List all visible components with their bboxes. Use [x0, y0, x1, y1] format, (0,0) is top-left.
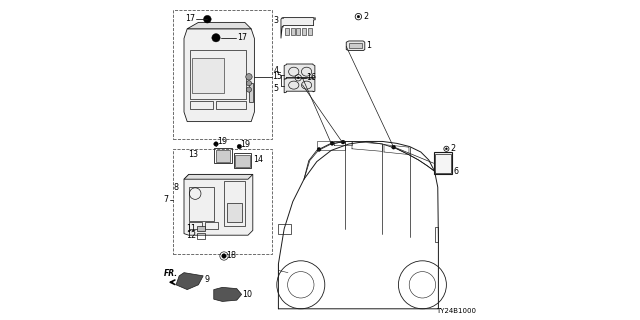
Text: 1: 1	[366, 41, 371, 50]
Bar	[302, 28, 307, 35]
Bar	[278, 224, 291, 234]
Text: FR.: FR.	[163, 269, 178, 278]
Bar	[296, 28, 301, 35]
Bar	[224, 181, 245, 226]
Bar	[197, 233, 205, 239]
Circle shape	[297, 77, 300, 79]
Circle shape	[392, 145, 396, 149]
Text: TY24B1000: TY24B1000	[436, 308, 476, 314]
Bar	[189, 187, 214, 221]
Text: 8: 8	[173, 183, 179, 192]
Circle shape	[204, 15, 211, 23]
Text: 17: 17	[185, 14, 195, 23]
Bar	[214, 148, 232, 163]
Text: 11: 11	[186, 224, 196, 233]
Text: 4: 4	[273, 66, 278, 75]
Circle shape	[222, 254, 227, 258]
Text: 10: 10	[243, 290, 253, 299]
Text: 18: 18	[227, 252, 237, 260]
Bar	[435, 227, 438, 242]
Polygon shape	[184, 29, 254, 122]
Text: 12: 12	[186, 231, 196, 240]
Polygon shape	[187, 22, 251, 29]
Bar	[308, 28, 312, 35]
Bar	[249, 83, 253, 102]
Bar	[236, 155, 250, 167]
Circle shape	[237, 144, 242, 149]
Bar	[173, 149, 272, 254]
Bar	[173, 10, 272, 139]
Text: 15: 15	[273, 72, 283, 81]
Polygon shape	[184, 174, 253, 235]
Circle shape	[445, 148, 447, 150]
Circle shape	[246, 81, 252, 86]
Polygon shape	[284, 78, 315, 93]
Text: 17: 17	[237, 33, 247, 42]
Bar	[227, 203, 242, 222]
Bar	[189, 222, 202, 229]
Bar	[234, 153, 252, 168]
Text: 16: 16	[307, 73, 316, 82]
Bar	[191, 50, 246, 99]
Text: 6: 6	[453, 167, 458, 176]
Circle shape	[317, 148, 321, 151]
Text: 5: 5	[273, 84, 278, 93]
Bar	[285, 28, 289, 35]
Bar	[205, 222, 218, 229]
Circle shape	[341, 140, 345, 144]
Text: 19: 19	[241, 140, 251, 149]
Text: 9: 9	[204, 275, 209, 284]
Bar	[197, 226, 205, 231]
Text: 19: 19	[217, 137, 227, 146]
Text: 14: 14	[253, 156, 263, 164]
Bar	[349, 43, 362, 48]
Polygon shape	[176, 273, 204, 290]
Circle shape	[357, 15, 360, 18]
Bar	[216, 101, 246, 109]
Circle shape	[246, 74, 252, 80]
Text: 7: 7	[164, 196, 169, 204]
Circle shape	[212, 34, 220, 42]
Polygon shape	[184, 174, 253, 179]
Bar	[291, 28, 295, 35]
Text: 13: 13	[188, 150, 198, 159]
Polygon shape	[346, 41, 365, 51]
Text: 2: 2	[450, 144, 455, 153]
Circle shape	[214, 142, 218, 146]
Polygon shape	[214, 287, 242, 301]
Text: 3: 3	[273, 16, 278, 25]
Polygon shape	[281, 18, 315, 38]
Circle shape	[246, 87, 252, 92]
Text: 2: 2	[363, 12, 368, 21]
Bar	[192, 58, 224, 93]
Bar	[191, 101, 212, 109]
Bar	[216, 150, 230, 162]
Bar	[435, 154, 451, 173]
Polygon shape	[284, 64, 315, 79]
Circle shape	[330, 141, 334, 145]
Bar	[434, 152, 452, 174]
